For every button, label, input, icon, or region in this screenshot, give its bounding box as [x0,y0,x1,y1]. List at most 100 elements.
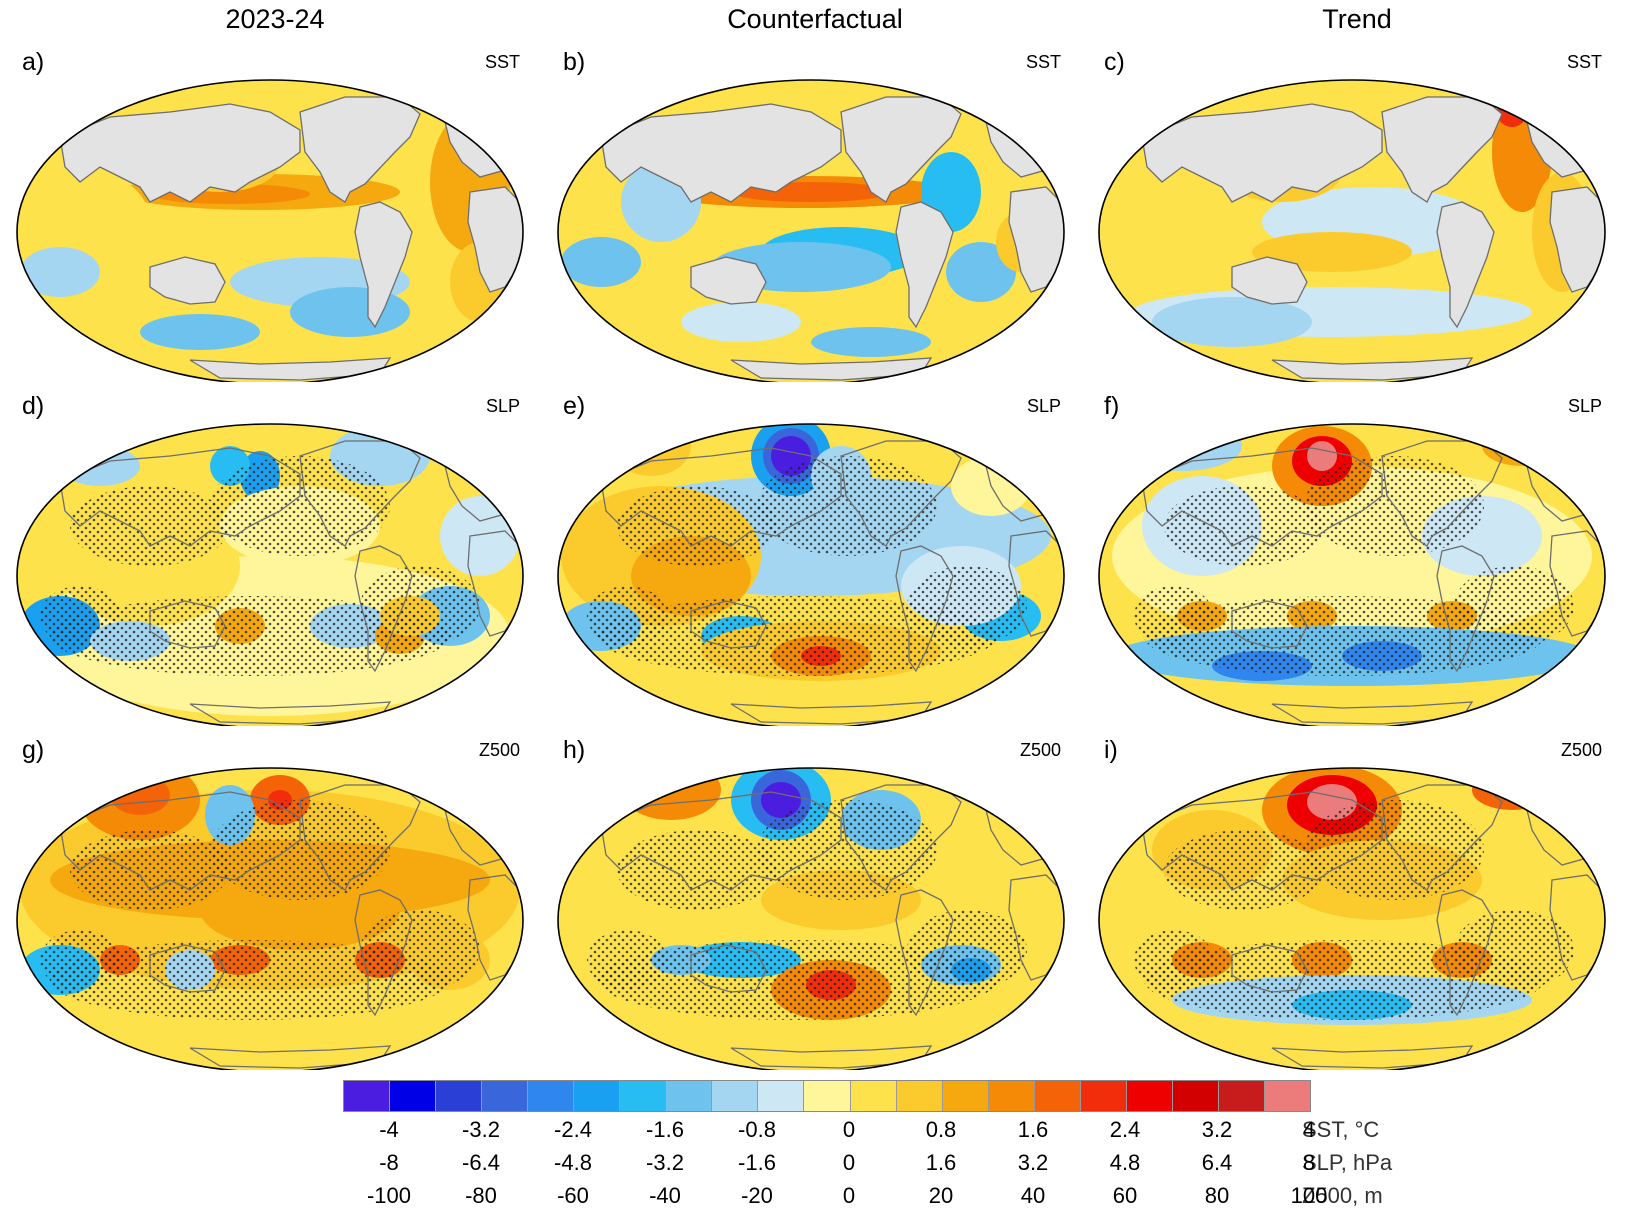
colorbar-row-z500: Z500, m -100 -80 -60 -40 -20 0 20 40 60 80 100 [300,1183,1630,1215]
colorbar-tick-label: 4.8 [1109,1150,1141,1175]
map-field [1099,768,1605,1070]
land-mass [730,357,933,381]
map-panel-f: f) SLP [1082,386,1622,726]
map-field [1099,80,1605,382]
coastline [59,447,301,547]
stipple-region [70,486,230,566]
globe-outline [1098,767,1606,1070]
stipple-region [1144,596,1544,676]
panel-label: g) [22,736,45,764]
stipple-region [210,800,390,900]
panel-label: h) [563,736,586,764]
map-panel-h: h) Z500 [541,730,1081,1070]
colorbar-tick-label: -8 [379,1150,399,1175]
map-svg [1098,79,1606,382]
colorbar-tick-label: -4.8 [554,1150,592,1175]
map-field [558,768,1064,1070]
colorbar-tick-label: 1.6 [1017,1117,1049,1142]
colorbar-swatch [344,1081,391,1111]
globe-outline [1098,79,1606,382]
land-mass [895,201,954,329]
colorbar-swatch [896,1081,943,1111]
coastline [1436,545,1495,673]
coastline [1231,944,1308,993]
variable-label: SST [484,52,520,72]
map-svg [557,423,1065,726]
stipple-region [1164,830,1324,910]
stipple-region [907,910,1027,990]
map-field [558,80,1064,382]
colorbar-tick-label: -0.8 [738,1117,776,1142]
stipple-region [617,830,777,910]
colorbar-unit: SLP, hPa [1302,1150,1393,1175]
coastline [1271,1045,1474,1069]
colorbar-tick-label: 0.8 [925,1117,957,1142]
panel-label: a) [22,48,45,76]
colorbar-tick-label: 2.4 [1109,1117,1141,1142]
anomaly-blob [1497,97,1527,127]
colorbar-tick-label: 1.6 [925,1150,957,1175]
land-mass [1141,103,1383,203]
coastline [149,600,226,649]
land-mass [1271,357,1474,381]
colorbar-tick-label: 20 [928,1183,954,1208]
colorbar-tick-label: -20 [741,1183,773,1208]
column-title-1: 2023-24 [225,4,325,34]
coastline [354,545,413,673]
coastline [189,701,392,725]
stipple-region [757,456,937,556]
colorbar-swatch [942,1081,989,1111]
globe-outline [16,79,524,382]
coastline [690,600,767,649]
coastline [149,944,226,993]
panel-label: d) [22,392,45,420]
map-field [558,424,1064,726]
colorbar-tick-label: 3.2 [1201,1117,1233,1142]
anomaly-blob [20,247,100,297]
variable-label: Z500 [1019,740,1061,760]
colorbar-tick-label: -4 [379,1117,399,1142]
colorbar-tick-label: 8 [1302,1150,1316,1175]
land-mass [189,357,392,381]
anomaly-blob [1482,426,1562,466]
land-mass [59,103,301,203]
globe-outline [1098,423,1606,726]
panel-label: i) [1104,736,1118,764]
stipple-region [1144,940,1544,1020]
anomaly-blob [561,810,641,850]
anomaly-blob [1152,297,1312,347]
anomaly-blob [290,287,410,337]
globe-outline [16,423,524,726]
colorbar-tick-label: 0 [842,1150,856,1175]
colorbar-tick-label: 6.4 [1201,1150,1233,1175]
map-svg [16,79,524,382]
variable-label: Z500 [478,740,520,760]
colorbar-unit: Z500, m [1302,1183,1383,1208]
stipple-region [1454,910,1574,990]
globe-outline [16,767,524,1070]
coastline [354,889,413,1017]
colorbar-swatch [574,1081,621,1111]
colorbar-swatch [850,1081,897,1111]
coastline [1436,889,1495,1017]
colorbar-swatch [1126,1081,1173,1111]
anomaly-blob [110,775,170,815]
coastline [1141,791,1383,891]
stipple-region [40,586,120,646]
colorbar-unit: SST, °C [1302,1117,1380,1142]
panel-label: e) [563,392,586,420]
colorbar-swatch [390,1081,437,1111]
anomaly-blob [681,302,801,342]
anomaly-blob [440,496,520,576]
coastline [189,1045,392,1069]
colorbar-tick-label: -40 [649,1183,681,1208]
land-mass [354,201,413,329]
colorbar-tick-label: -6.4 [462,1150,500,1175]
coastline [895,545,954,673]
anomaly-blob [946,242,1016,302]
colorbar-tick-label: 0 [842,1117,856,1142]
map-svg [16,423,524,726]
globe-outline [557,767,1065,1070]
map-field [17,80,523,382]
column-title-2: Counterfactual [727,4,903,34]
